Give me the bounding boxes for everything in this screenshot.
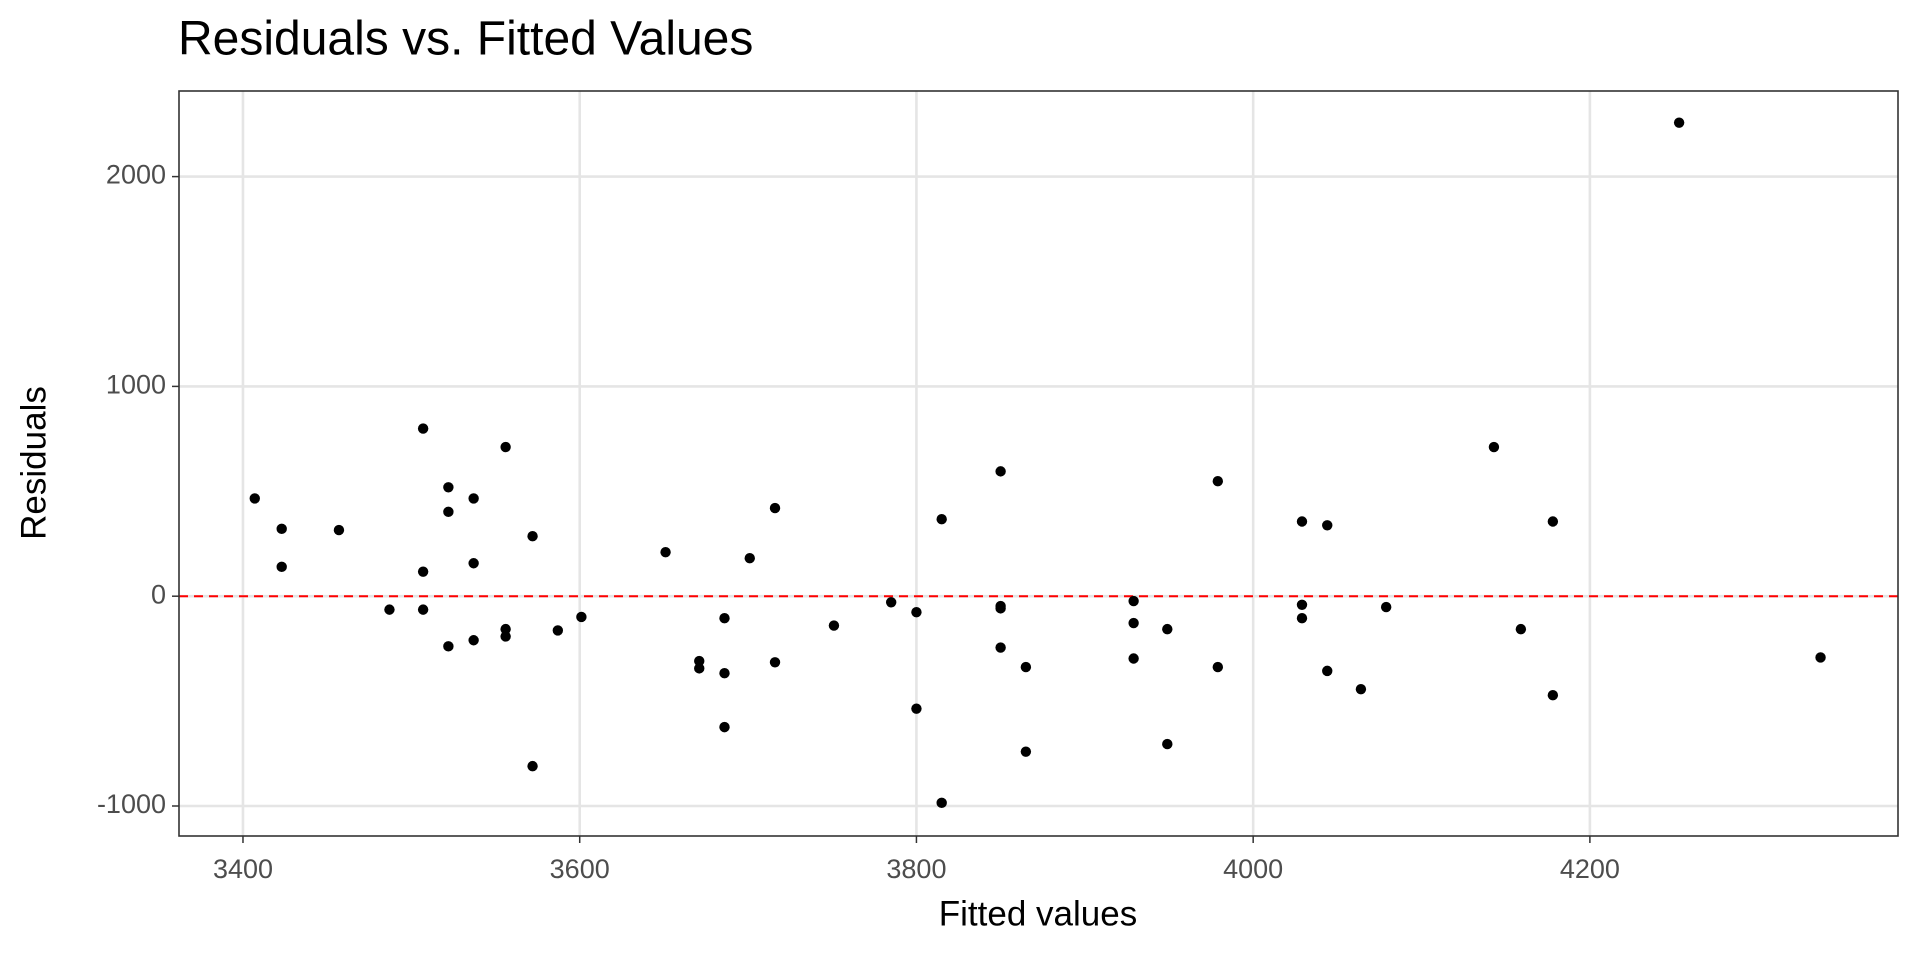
point <box>468 635 479 646</box>
point <box>911 703 922 714</box>
point <box>468 558 479 569</box>
point <box>1355 683 1367 695</box>
point <box>417 566 429 577</box>
point <box>769 502 781 514</box>
point <box>1128 653 1139 664</box>
point <box>1162 738 1173 750</box>
x-tick-label: 3600 <box>550 854 610 884</box>
plot-border <box>178 90 1899 837</box>
point <box>1547 516 1559 527</box>
point <box>744 553 755 564</box>
axes: 3400 3600 3800 4000 4200 -1000 0 1000 2000 <box>97 90 1899 884</box>
point <box>694 655 705 667</box>
point <box>885 597 897 608</box>
x-tick-label: 4200 <box>1560 854 1620 884</box>
point <box>384 604 395 615</box>
x-tick-label: 4000 <box>1223 854 1283 884</box>
point <box>1296 516 1308 527</box>
point <box>1212 476 1224 487</box>
point <box>936 797 947 809</box>
point <box>995 466 1006 477</box>
point <box>443 641 454 652</box>
point <box>1547 690 1559 701</box>
point <box>527 530 538 542</box>
point <box>276 561 287 573</box>
point <box>1488 441 1500 453</box>
point <box>1128 595 1139 607</box>
x-tick-label: 3800 <box>886 854 946 884</box>
point <box>1515 623 1527 635</box>
point <box>1128 617 1139 629</box>
point <box>576 611 587 623</box>
point <box>500 441 511 453</box>
point <box>719 721 730 733</box>
point <box>333 524 345 536</box>
point <box>694 663 705 674</box>
point <box>443 482 454 493</box>
point <box>417 604 429 615</box>
point <box>1296 599 1308 611</box>
point <box>828 620 840 631</box>
point <box>417 423 429 434</box>
point <box>719 667 730 679</box>
x-tick-label: 3400 <box>213 854 273 884</box>
point <box>995 642 1006 653</box>
point <box>1296 613 1308 624</box>
y-tick-label: 2000 <box>106 160 166 190</box>
point <box>1212 661 1224 673</box>
y-tick-label: 1000 <box>106 370 166 400</box>
point <box>911 606 922 618</box>
x-axis-label: Fitted values <box>939 894 1137 933</box>
point <box>995 603 1006 614</box>
point <box>527 760 538 772</box>
point <box>1322 665 1333 677</box>
point <box>660 546 671 558</box>
point <box>1162 623 1173 635</box>
point <box>1020 746 1032 757</box>
point <box>1020 661 1032 673</box>
point <box>552 625 564 636</box>
point <box>1673 117 1685 128</box>
point <box>249 493 260 504</box>
marks <box>179 117 1898 809</box>
y-axis-label: Residuals <box>14 386 53 540</box>
y-tick-label: -1000 <box>97 789 166 819</box>
y-tick-label: 0 <box>151 579 166 609</box>
point <box>1322 520 1333 531</box>
point <box>500 631 511 642</box>
chart-title: Residuals vs. Fitted Values <box>178 13 753 66</box>
point <box>1380 601 1392 613</box>
point <box>936 514 947 525</box>
point <box>1815 652 1826 663</box>
point <box>443 506 454 518</box>
point <box>500 623 511 635</box>
point <box>276 523 287 535</box>
point <box>468 493 479 504</box>
point <box>769 657 781 668</box>
point <box>719 613 730 624</box>
